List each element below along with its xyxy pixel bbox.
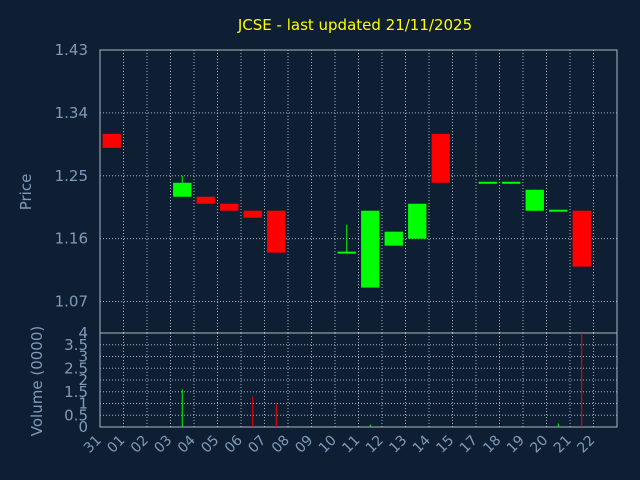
day-tick-label: 01 bbox=[104, 433, 128, 457]
day-tick-label: 18 bbox=[480, 433, 504, 457]
candle-body bbox=[384, 231, 403, 246]
day-tick-label: 04 bbox=[175, 432, 199, 456]
candle-body bbox=[361, 210, 380, 288]
day-tick-label: 07 bbox=[245, 433, 269, 457]
volume-tick-label: 2.5 bbox=[64, 359, 88, 377]
volume-tick-label: 0 bbox=[78, 418, 88, 436]
candle-body bbox=[525, 189, 544, 211]
day-tick-label: 20 bbox=[527, 433, 551, 457]
day-tick-label: 12 bbox=[363, 433, 387, 457]
price-panel: 1.43 1.34 1.25 1.16 1.07 bbox=[55, 41, 618, 334]
volume-panel: 43.532.521.510.50 bbox=[64, 324, 618, 436]
candle-body bbox=[502, 181, 521, 184]
volume-tick-label: 1.5 bbox=[64, 383, 88, 401]
day-tick-label: 19 bbox=[504, 433, 528, 457]
candle-body bbox=[431, 133, 450, 183]
volume-tick-label: 2 bbox=[78, 371, 88, 389]
volume-tick-label: 1 bbox=[78, 395, 88, 413]
volume-tick-label: 0.5 bbox=[64, 406, 88, 424]
price-axis-label: Price bbox=[17, 174, 35, 211]
price-tick-label: 1.16 bbox=[55, 230, 88, 248]
day-axis: 31 01 02 03 04 05 06 07 08 09 10 11 12 13 14 15 17 18 19 20… bbox=[81, 432, 598, 456]
price-tick-label: 1.25 bbox=[55, 167, 88, 185]
day-tick-label: 10 bbox=[316, 433, 340, 457]
volume-tick-label: 3.5 bbox=[64, 336, 88, 354]
day-tick-label: 14 bbox=[410, 432, 434, 456]
candle-body bbox=[102, 133, 121, 148]
day-tick-label: 31 bbox=[81, 433, 105, 457]
candle-body bbox=[220, 203, 239, 211]
day-tick-label: 02 bbox=[128, 433, 152, 457]
chart-title: JCSE - last updated 21/11/2025 bbox=[237, 16, 472, 34]
volume-tick-label: 3 bbox=[78, 348, 88, 366]
candle-body bbox=[196, 196, 215, 204]
day-axis-label: Day bbox=[333, 459, 361, 475]
day-tick-label: 17 bbox=[457, 433, 481, 457]
candle-body bbox=[549, 209, 568, 212]
day-tick-label: 22 bbox=[574, 433, 598, 457]
day-tick-label: 08 bbox=[269, 433, 293, 457]
candle-body bbox=[572, 210, 591, 267]
day-tick-label: 09 bbox=[292, 433, 316, 457]
candle-body bbox=[408, 203, 427, 239]
candle-body bbox=[243, 210, 262, 218]
day-tick-label: 06 bbox=[222, 432, 246, 456]
volume-tick-label: 4 bbox=[78, 324, 88, 342]
day-tick-label: 15 bbox=[433, 433, 457, 457]
day-tick-label: 11 bbox=[339, 433, 363, 457]
candle-body bbox=[173, 182, 192, 197]
day-tick-label: 05 bbox=[198, 433, 222, 457]
day-tick-label: 21 bbox=[551, 433, 575, 457]
day-tick-label: 13 bbox=[386, 433, 410, 457]
candle-body bbox=[478, 181, 497, 184]
candle-body bbox=[337, 251, 356, 254]
volume-axis-label: Volume (0000) bbox=[28, 326, 46, 436]
price-tick-label: 1.43 bbox=[55, 41, 88, 59]
price-tick-label: 1.34 bbox=[55, 104, 88, 122]
price-tick-label: 1.07 bbox=[55, 293, 88, 311]
candle-body bbox=[267, 210, 286, 253]
day-tick-label: 03 bbox=[151, 433, 175, 457]
